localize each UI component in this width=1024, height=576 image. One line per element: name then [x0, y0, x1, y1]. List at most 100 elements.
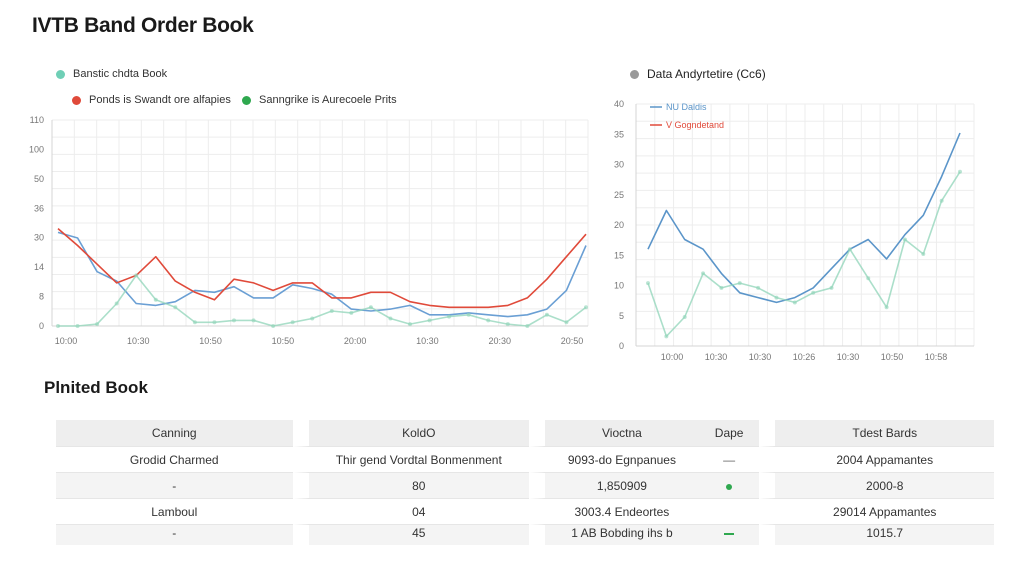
x-tick-label: 10:26: [793, 352, 816, 362]
x-tick-label: 20:50: [561, 336, 584, 346]
table-cell: 1 AB Bobding ihs b: [529, 524, 699, 545]
data-point: [811, 290, 816, 295]
y-tick-label: 10: [614, 281, 624, 291]
series-line: [647, 171, 961, 338]
x-tick-label: 10:58: [925, 352, 948, 362]
x-tick-label: 10:50: [881, 352, 904, 362]
data-point: [153, 297, 158, 302]
table-row[interactable]: Grodid Charmed Thir gend Vordtal Bonmenm…: [56, 446, 994, 472]
table-cell: 04: [292, 498, 530, 524]
table-cell: 45: [292, 524, 530, 545]
data-point: [939, 198, 944, 203]
table-row[interactable]: - 45 1 AB Bobding ihs b 1015.7: [56, 524, 994, 545]
data-point: [584, 305, 588, 310]
legend-label: Ponds is Swandt ore alfapies: [89, 94, 231, 106]
data-point: [368, 305, 373, 310]
status-dot-icon: [726, 483, 733, 490]
status-bar-icon: [724, 532, 735, 535]
data-point: [192, 320, 197, 325]
table-cell: [698, 524, 760, 545]
x-tick-label: 10:30: [705, 352, 728, 362]
table-header-row: Canning KoldO Vioctna Dape Tdest Bards: [56, 420, 994, 446]
data-point: [682, 314, 687, 319]
table-cell: 80: [292, 472, 530, 498]
data-point: [427, 318, 432, 323]
order-book-table: Canning KoldO Vioctna Dape Tdest Bards G…: [56, 420, 994, 545]
data-point: [329, 309, 334, 314]
data-point: [737, 281, 742, 286]
table-row[interactable]: Lamboul 04 3003.4 Endeortes 29014 Appama…: [56, 498, 994, 524]
y-tick-label: 14: [34, 262, 44, 272]
y-tick-label: 8: [39, 292, 44, 302]
table-cell: -: [56, 524, 293, 545]
legend-item-order-book[interactable]: Banstic chdta Book: [56, 68, 167, 80]
y-tick-label: 20: [614, 220, 624, 230]
section-title-book: Plnited Book: [44, 378, 148, 397]
y-tick-label: 40: [614, 99, 624, 109]
data-point: [173, 305, 178, 310]
y-tick-label: 35: [614, 129, 624, 139]
data-point: [251, 318, 256, 323]
left-line-chart: 0 8 14 30 36 50 100 110 10:00 10:30 10:50 10:50 20:0…: [29, 115, 589, 346]
legend-label: Sanngrike is Aurecoele Prits: [259, 94, 397, 106]
data-point: [866, 276, 871, 281]
x-tick-label: 10:30: [416, 336, 439, 346]
data-point: [310, 316, 315, 321]
data-point: [646, 281, 650, 286]
table-cell: Grodid Charmed: [56, 446, 293, 472]
data-point: [505, 322, 510, 327]
page-title: IVTB Band Order Book: [32, 14, 254, 37]
column-header[interactable]: Dape: [698, 420, 760, 446]
legend-dot-icon: [56, 69, 65, 79]
right-chart-title: Data Andyrtetire (Cc6): [630, 67, 766, 81]
data-point: [902, 237, 907, 242]
table-cell: 9093-do Egnpanues: [529, 446, 699, 472]
data-point: [756, 285, 761, 290]
data-point: [388, 316, 393, 321]
x-tick-label: 10:30: [837, 352, 860, 362]
x-tick-label: 10:50: [272, 336, 295, 346]
data-point: [466, 312, 471, 317]
x-tick-label: 10:00: [661, 352, 684, 362]
chart-title-label: Data Andyrtetire (Cc6): [647, 67, 766, 81]
data-point: [719, 285, 724, 290]
legend-dot-icon: [72, 95, 81, 105]
column-header[interactable]: Vioctna: [529, 420, 699, 446]
column-header[interactable]: Tdest Bards: [759, 420, 994, 446]
y-tick-label: 30: [34, 233, 44, 243]
table-cell: [698, 472, 760, 498]
series-line: [58, 274, 587, 327]
data-point: [408, 322, 412, 327]
data-point: [921, 252, 926, 257]
table-cell: 29014 Appamantes: [759, 498, 994, 524]
data-point: [525, 324, 530, 328]
y-tick-label: 30: [614, 160, 624, 170]
x-tick-label: 20:30: [488, 336, 511, 346]
data-point: [271, 324, 276, 328]
table-cell: 2004 Appamantes: [759, 446, 994, 472]
table-row[interactable]: - 80 1,850909 2000-8: [56, 472, 994, 498]
x-tick-label: 10:50: [199, 336, 222, 346]
data-point: [95, 322, 100, 327]
legend-dot-icon: [242, 95, 251, 105]
data-point: [212, 320, 217, 325]
table-cell: 1,850909: [529, 472, 699, 498]
table-cell: 1015.7: [759, 524, 994, 545]
column-header[interactable]: KoldO: [292, 420, 530, 446]
legend-label: NU Daldis: [666, 102, 707, 112]
legend-item-spread[interactable]: Ponds is Swandt ore alfapies: [72, 94, 231, 106]
data-point: [290, 320, 295, 325]
legend-item-prices[interactable]: Sanngrike is Aurecoele Prits: [242, 94, 397, 106]
legend-label: Banstic chdta Book: [73, 68, 168, 80]
x-tick-label: 10:00: [55, 336, 78, 346]
column-header[interactable]: Canning: [56, 420, 293, 446]
legend-dot-icon: [630, 69, 639, 79]
y-tick-label: 25: [614, 190, 624, 200]
data-point: [564, 320, 569, 325]
x-tick-label: 10:30: [127, 336, 150, 346]
table-cell: —: [698, 446, 760, 472]
y-tick-label: 15: [614, 250, 624, 260]
y-tick-label: 0: [39, 321, 44, 331]
data-point: [884, 305, 889, 310]
y-tick-label: 0: [619, 341, 624, 351]
